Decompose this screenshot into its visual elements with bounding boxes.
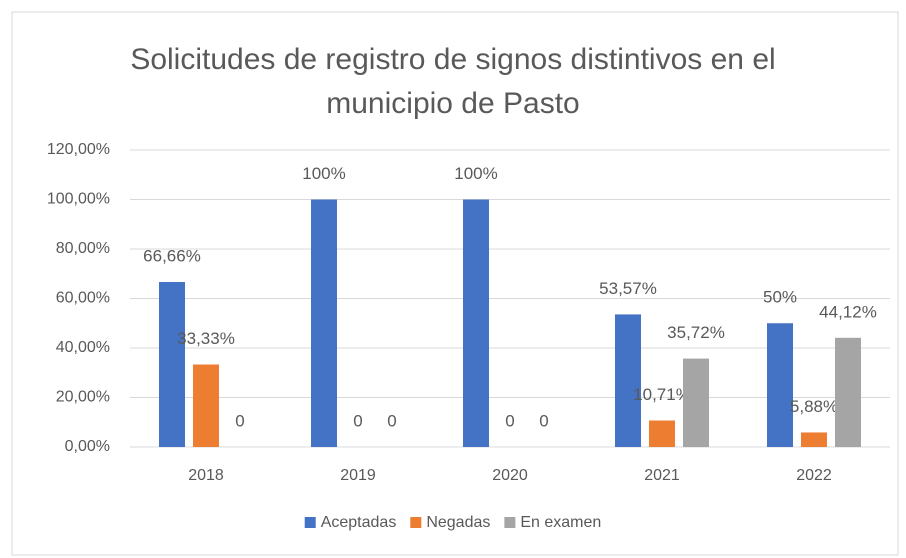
y-tick-label: 40,00% — [56, 339, 110, 356]
y-tick-label: 80,00% — [56, 240, 110, 257]
data-label: 35,72% — [667, 323, 725, 342]
bar — [193, 364, 219, 447]
data-label: 53,57% — [599, 279, 657, 298]
legend-swatch — [304, 517, 316, 528]
bar — [615, 314, 641, 447]
data-label: 0 — [539, 411, 548, 430]
y-tick-label: 0,00% — [65, 438, 110, 455]
x-tick-label: 2018 — [188, 467, 224, 484]
data-label: 33,33% — [177, 329, 235, 348]
x-tick-label: 2021 — [644, 467, 680, 484]
bar — [767, 323, 793, 447]
y-tick-label: 60,00% — [56, 290, 110, 307]
bar — [311, 199, 337, 447]
legend-label: En examen — [520, 514, 601, 531]
data-label: 0 — [235, 411, 244, 430]
bar — [649, 420, 675, 447]
data-label: 0 — [505, 411, 514, 430]
bar — [463, 199, 489, 447]
y-tick-label: 20,00% — [56, 389, 110, 406]
y-tick-label: 120,00% — [47, 141, 110, 158]
data-label: 100% — [454, 164, 497, 183]
data-label: 5,88% — [790, 397, 838, 416]
chart-title: Solicitudes de registro de signos distin… — [130, 43, 776, 120]
bar — [835, 337, 861, 447]
data-label: 0 — [353, 411, 362, 430]
x-tick-label: 2019 — [340, 467, 376, 484]
data-label: 0 — [387, 411, 396, 430]
legend-label: Negadas — [426, 514, 490, 531]
data-label: 44,12% — [819, 302, 877, 321]
bar — [159, 282, 185, 447]
data-label: 10,71% — [633, 385, 691, 404]
bar — [683, 358, 709, 447]
x-tick-label: 2022 — [796, 467, 832, 484]
bar — [801, 432, 827, 447]
y-tick-label: 100,00% — [47, 191, 110, 208]
data-label: 100% — [302, 164, 345, 183]
data-label: 50% — [763, 288, 797, 307]
x-tick-label: 2020 — [492, 467, 528, 484]
data-label: 66,66% — [143, 247, 201, 266]
legend-swatch — [504, 517, 516, 528]
legend-label: Aceptadas — [321, 514, 397, 531]
legend-swatch — [410, 517, 422, 528]
